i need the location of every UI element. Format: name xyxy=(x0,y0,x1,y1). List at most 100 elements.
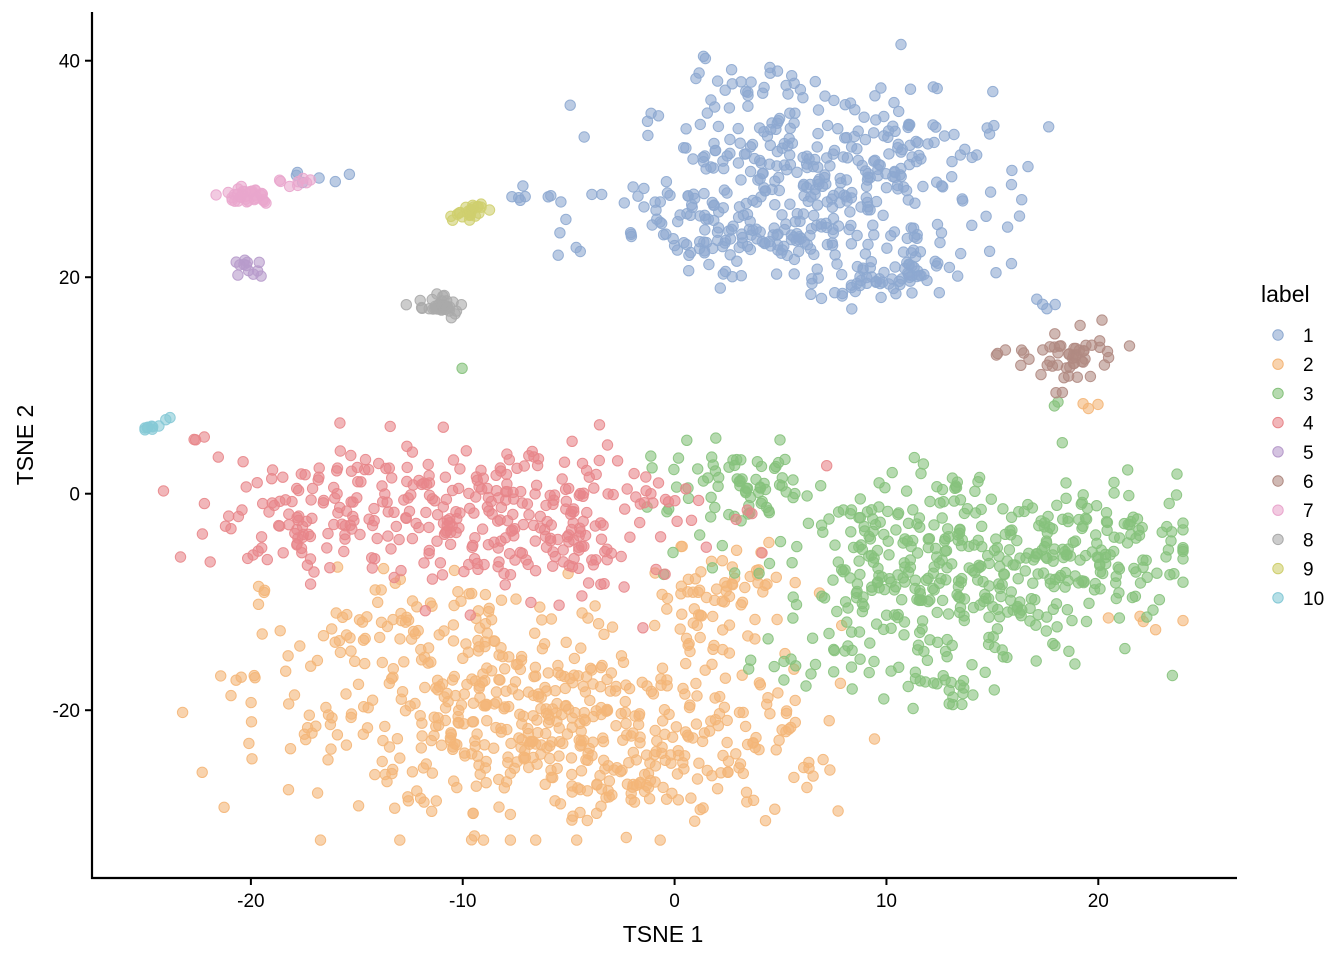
point-label-4 xyxy=(621,483,633,495)
point-label-2 xyxy=(391,733,404,745)
point-label-3 xyxy=(931,481,943,493)
point-label-1 xyxy=(948,128,960,141)
point-label-2 xyxy=(176,706,189,719)
point-label-1 xyxy=(1005,178,1018,191)
x-tick-label: 20 xyxy=(1088,891,1109,912)
point-label-3 xyxy=(947,698,959,711)
point-label-3 xyxy=(995,590,1007,603)
point-label-2 xyxy=(539,681,551,694)
point-label-4 xyxy=(352,476,364,488)
point-label-2 xyxy=(303,709,315,721)
point-label-2 xyxy=(510,593,522,605)
point-label-4 xyxy=(654,531,667,543)
point-label-3 xyxy=(668,463,680,476)
point-label-1 xyxy=(806,277,818,290)
point-label-3 xyxy=(853,541,865,553)
point-label-2 xyxy=(545,771,557,783)
point-label-9 xyxy=(483,204,496,216)
point-label-3 xyxy=(1009,559,1021,571)
point-label-1 xyxy=(852,154,864,167)
point-label-4 xyxy=(652,477,665,489)
point-label-2 xyxy=(352,678,365,690)
point-label-2 xyxy=(428,729,440,742)
point-label-2 xyxy=(467,807,479,820)
point-label-3 xyxy=(998,568,1011,581)
point-label-2 xyxy=(340,629,353,641)
point-label-3 xyxy=(846,683,858,695)
point-label-4 xyxy=(401,461,413,474)
point-label-3 xyxy=(692,463,704,475)
point-label-1 xyxy=(772,239,784,251)
point-label-2 xyxy=(481,662,493,674)
point-label-4 xyxy=(523,450,535,462)
point-label-2 xyxy=(636,676,648,688)
point-label-3 xyxy=(958,593,971,605)
point-label-3 xyxy=(1076,522,1088,535)
point-label-1 xyxy=(935,227,948,239)
point-label-3 xyxy=(787,491,799,504)
point-label-7 xyxy=(231,188,244,200)
point-label-2 xyxy=(542,709,555,721)
point-label-3 xyxy=(681,434,693,446)
point-label-2 xyxy=(693,609,705,621)
point-label-3 xyxy=(1015,610,1027,622)
point-label-1 xyxy=(712,120,725,133)
point-label-4 xyxy=(573,544,585,556)
point-label-2 xyxy=(582,747,594,760)
point-label-4 xyxy=(317,497,329,509)
point-label-4 xyxy=(576,457,589,470)
point-label-2 xyxy=(603,775,616,787)
point-label-1 xyxy=(686,201,698,214)
point-label-2 xyxy=(515,741,527,754)
point-label-3 xyxy=(992,603,1004,616)
point-label-2 xyxy=(647,688,660,700)
point-label-3 xyxy=(815,480,827,492)
point-label-2 xyxy=(715,767,727,779)
point-label-2 xyxy=(661,603,673,615)
point-label-1 xyxy=(1041,303,1053,315)
point-label-2 xyxy=(771,613,783,626)
point-label-2 xyxy=(660,793,673,805)
point-label-1 xyxy=(910,251,922,263)
point-label-4 xyxy=(322,527,334,540)
point-label-1 xyxy=(1013,210,1026,222)
point-label-2 xyxy=(453,717,465,729)
point-label-1 xyxy=(733,241,745,254)
point-label-4 xyxy=(334,445,346,457)
point-label-3 xyxy=(879,482,891,494)
point-label-1 xyxy=(824,160,836,172)
point-label-1 xyxy=(821,119,834,132)
point-label-2 xyxy=(801,781,813,794)
point-label-2 xyxy=(627,727,639,739)
point-label-2 xyxy=(258,584,271,596)
point-label-7 xyxy=(244,185,257,198)
point-label-1 xyxy=(883,148,895,160)
point-label-2 xyxy=(615,650,628,662)
point-label-4 xyxy=(566,561,579,573)
point-label-2 xyxy=(524,735,537,748)
point-label-3 xyxy=(882,505,894,518)
point-label-2 xyxy=(717,643,729,656)
point-label-2 xyxy=(495,642,507,654)
point-label-2 xyxy=(495,594,508,606)
point-label-6 xyxy=(1074,319,1086,332)
point-label-1 xyxy=(955,247,967,260)
series-1 xyxy=(290,38,1061,315)
point-label-4 xyxy=(647,497,659,509)
point-label-3 xyxy=(931,636,944,648)
point-label-6 xyxy=(1023,353,1035,365)
point-label-2 xyxy=(750,731,762,744)
point-label-1 xyxy=(742,89,754,102)
point-label-2 xyxy=(467,697,480,709)
point-label-3 xyxy=(1069,658,1081,670)
point-label-1 xyxy=(831,258,843,270)
point-label-1 xyxy=(564,99,576,111)
point-label-1 xyxy=(713,206,725,218)
point-label-2 xyxy=(721,714,733,727)
point-label-4 xyxy=(586,554,598,566)
point-label-2 xyxy=(531,758,543,770)
point-label-3 xyxy=(899,561,911,573)
point-label-4 xyxy=(366,562,378,574)
point-label-2 xyxy=(649,724,661,737)
point-label-1 xyxy=(627,181,639,193)
